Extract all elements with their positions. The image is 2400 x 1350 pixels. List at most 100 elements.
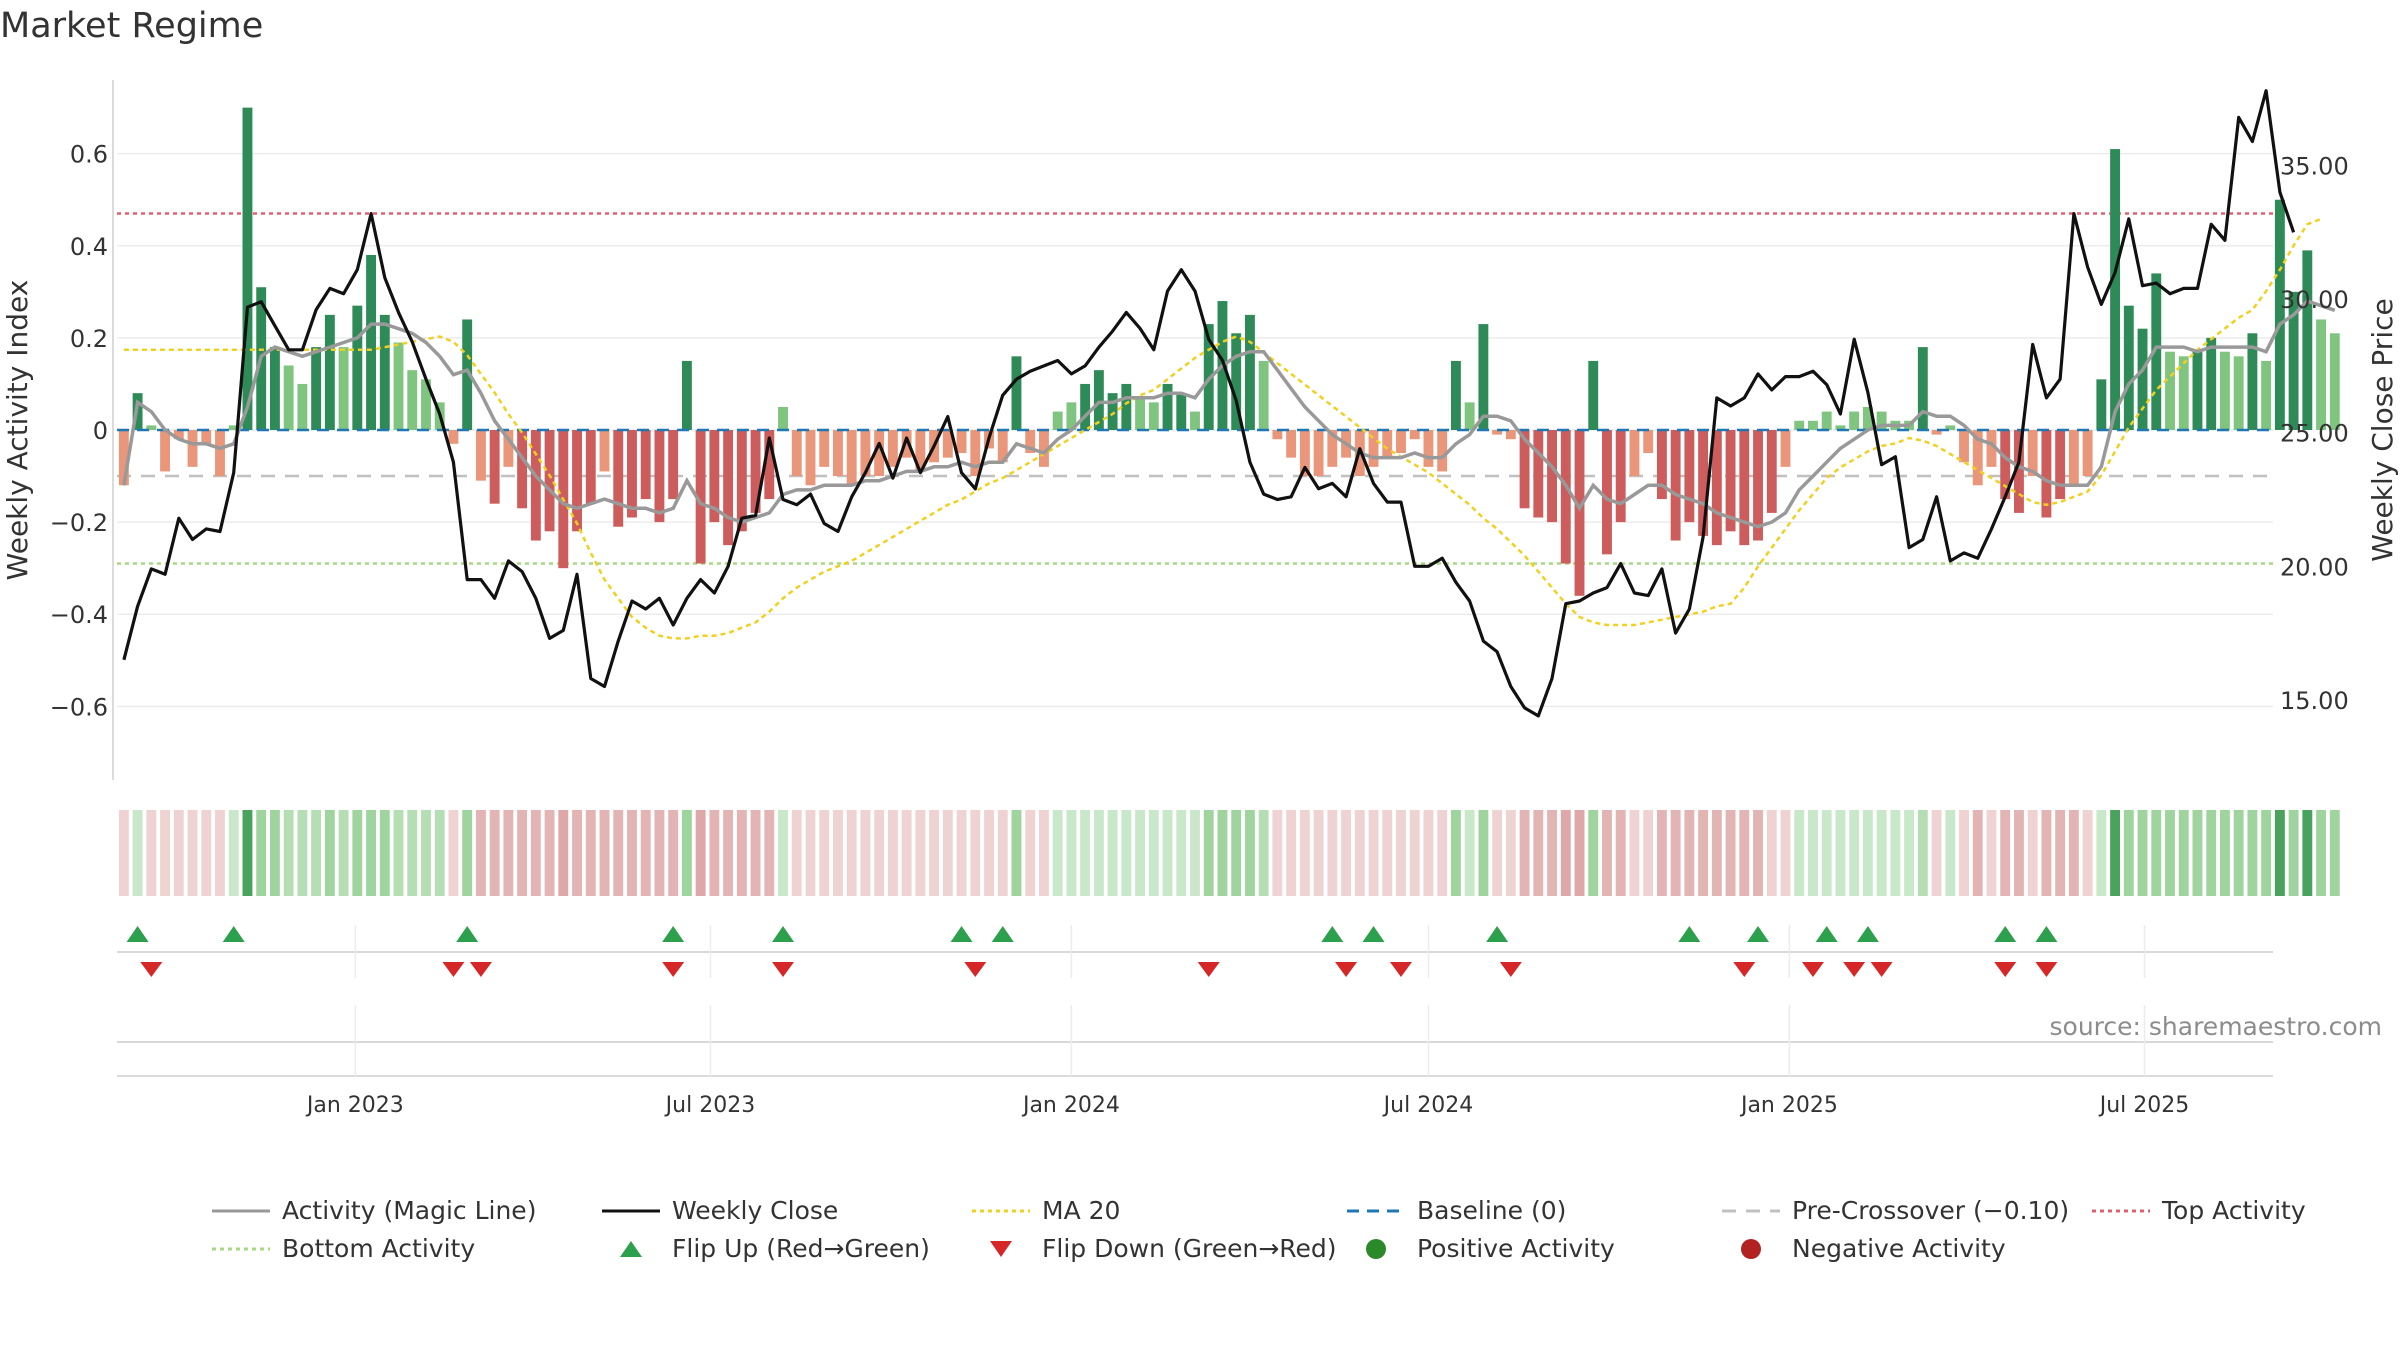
regime-band-cell — [1766, 810, 1777, 896]
activity-bar — [723, 430, 734, 546]
activity-bar — [475, 430, 486, 481]
activity-bar — [1753, 430, 1763, 541]
activity-bar — [1409, 430, 1420, 440]
legend-item: Bottom Activity — [210, 1234, 475, 1263]
regime-band-cell — [805, 810, 816, 896]
regime-band-cell — [201, 810, 212, 896]
regime-band-cell — [1725, 810, 1736, 896]
activity-bar — [2014, 430, 2024, 513]
legend-swatch — [1366, 1238, 1386, 1259]
activity-bar — [1808, 420, 1818, 430]
regime-band-cell — [1025, 810, 1036, 896]
flip-down-marker — [1499, 962, 1522, 977]
activity-bar — [379, 314, 390, 430]
flip-down-marker — [1801, 962, 1824, 977]
activity-bar — [2206, 337, 2217, 430]
activity-bar — [1258, 360, 1269, 430]
regime-band-cell — [942, 810, 953, 896]
activity-bar — [997, 430, 1008, 463]
activity-bar — [1835, 425, 1846, 430]
regime-band-cell — [1231, 810, 1242, 896]
activity-bar — [448, 430, 459, 444]
activity-bar — [613, 430, 624, 527]
activity-bar — [736, 430, 747, 532]
regime-band-cell — [311, 810, 322, 896]
regime-band-cell — [1052, 810, 1063, 896]
y-right-tick-label: 30.00 — [2280, 286, 2349, 314]
activity-bar — [1711, 430, 1722, 546]
regime-band-cell — [1148, 810, 1159, 896]
activity-bar — [173, 430, 184, 440]
regime-band-cell — [1382, 810, 1393, 896]
flip-down-marker — [1197, 962, 1220, 977]
regime-band-cell — [1396, 810, 1406, 896]
flip-up-marker — [772, 926, 795, 942]
regime-band-cell — [2233, 810, 2244, 896]
regime-band-cell — [256, 810, 267, 896]
regime-band-cell — [1986, 810, 1997, 896]
regime-band-cell — [2027, 810, 2038, 896]
flip-up-marker — [456, 926, 479, 942]
activity-bar — [901, 430, 912, 458]
activity-bar — [1519, 430, 1530, 509]
activity-bar — [1313, 430, 1324, 477]
regime-band-cell — [1121, 810, 1132, 896]
legend-label: Positive Activity — [1417, 1234, 1615, 1263]
activity-bar — [1505, 430, 1516, 440]
regime-band-cell — [1368, 810, 1379, 896]
regime-band-cell — [1547, 810, 1557, 896]
activity-bar — [1656, 430, 1667, 500]
regime-band-cell — [1684, 810, 1695, 896]
activity-bar — [1547, 430, 1557, 523]
regime-band-cell — [1972, 810, 1983, 896]
y-right-tick-label: 15.00 — [2280, 687, 2349, 715]
y-right-axis-label: Weekly Close Price — [2366, 298, 2399, 561]
regime-band-cell — [1066, 810, 1077, 896]
flip-up-marker — [1815, 926, 1838, 942]
regime-band-cell — [1588, 810, 1599, 896]
activity-bar — [915, 430, 926, 472]
activity-bar — [1698, 430, 1709, 536]
regime-band-cell — [503, 810, 514, 896]
activity-bar — [1135, 397, 1146, 430]
activity-bar — [2178, 356, 2189, 430]
regime-band-cell — [1904, 810, 1915, 896]
regime-band-cell — [1299, 810, 1310, 896]
activity-bar — [1849, 411, 1860, 430]
activity-bar — [1423, 430, 1434, 467]
magic-line — [122, 299, 2336, 529]
legend-item: Activity (Magic Line) — [210, 1196, 536, 1225]
activity-bar — [1574, 430, 1585, 596]
activity-bar — [228, 425, 239, 430]
activity-bar — [2096, 379, 2107, 430]
activity-bar — [1093, 370, 1104, 430]
legend-item: Baseline (0) — [1345, 1196, 1566, 1225]
regime-band-cell — [1835, 810, 1846, 896]
activity-bar — [1821, 411, 1832, 430]
activity-bar — [654, 430, 665, 523]
regime-band-cell — [1190, 810, 1200, 896]
regime-band-cell — [874, 810, 885, 896]
activity-bar — [1396, 430, 1406, 454]
regime-band-cell — [2261, 810, 2272, 896]
activity-bar — [544, 430, 555, 532]
regime-band-cell — [228, 810, 239, 896]
activity-bar — [1299, 430, 1310, 477]
regime-band-cell — [2055, 810, 2066, 896]
activity-bar — [1368, 430, 1379, 467]
regime-band-cell — [1450, 810, 1461, 896]
regime-band-cell — [434, 810, 445, 896]
flip-down-marker — [1335, 962, 1358, 977]
activity-bar — [2110, 149, 2121, 430]
activity-bar — [283, 365, 294, 430]
activity-bar — [2165, 351, 2175, 430]
flip-down-marker — [1870, 962, 1893, 977]
legend-label: Flip Down (Green→Red) — [1042, 1234, 1337, 1263]
regime-band-cell — [984, 810, 994, 896]
regime-band-cell — [1629, 810, 1640, 896]
flip-up-marker — [1486, 926, 1509, 942]
activity-bar — [1588, 360, 1599, 430]
activity-bar — [1972, 430, 1983, 486]
regime-band-cell — [1423, 810, 1434, 896]
activity-bar — [1876, 411, 1887, 430]
